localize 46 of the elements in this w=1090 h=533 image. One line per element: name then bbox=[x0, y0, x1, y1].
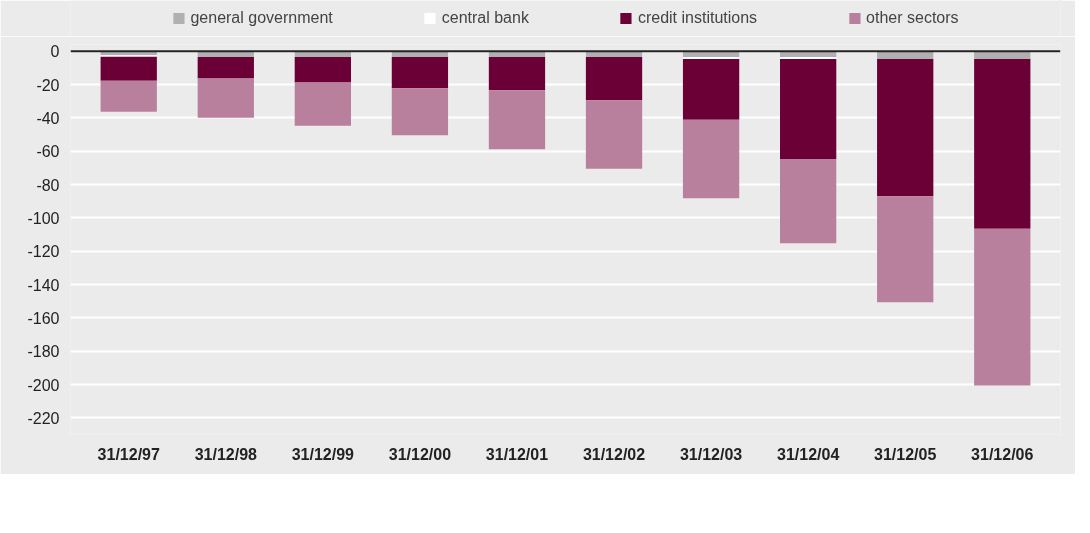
bar bbox=[488, 57, 546, 91]
y-tick-label: -40 bbox=[36, 109, 60, 127]
x-tick-label: 31/12/99 bbox=[291, 445, 355, 463]
y-tick-label: -200 bbox=[27, 376, 60, 394]
bar bbox=[391, 88, 449, 136]
x-tick-label: 31/12/06 bbox=[971, 445, 1034, 463]
y-tick-label: -220 bbox=[27, 409, 60, 427]
bar bbox=[780, 59, 837, 159]
bar bbox=[877, 196, 934, 303]
bar bbox=[585, 100, 643, 169]
bar bbox=[294, 82, 351, 126]
y-tick-label: -120 bbox=[27, 243, 60, 261]
bar bbox=[197, 78, 254, 118]
bar bbox=[682, 119, 740, 199]
y-tick-label: -100 bbox=[27, 209, 60, 227]
bar bbox=[488, 90, 546, 150]
bar bbox=[974, 59, 1031, 229]
legend-label: general government bbox=[190, 9, 333, 27]
x-tick-label: 31/12/97 bbox=[97, 445, 160, 463]
y-tick-label: -60 bbox=[36, 143, 60, 161]
x-tick-label: 31/12/02 bbox=[582, 445, 646, 463]
bar bbox=[197, 57, 254, 79]
bar bbox=[100, 80, 157, 112]
y-tick-label: -180 bbox=[27, 343, 60, 361]
bar bbox=[585, 57, 643, 101]
y-tick-label: -160 bbox=[27, 309, 60, 327]
x-tick-label: 31/12/01 bbox=[485, 445, 549, 463]
legend-label: credit institutions bbox=[637, 9, 758, 27]
bar bbox=[100, 56, 157, 81]
y-tick-label: -80 bbox=[36, 176, 60, 194]
y-tick-label: -140 bbox=[27, 276, 60, 294]
x-tick-label: 31/12/05 bbox=[874, 445, 937, 463]
bar bbox=[682, 59, 740, 120]
bar bbox=[391, 57, 449, 89]
legend-label: other sectors bbox=[866, 9, 959, 27]
x-tick-label: 31/12/00 bbox=[388, 445, 452, 463]
x-tick-label: 31/12/98 bbox=[194, 445, 258, 463]
y-tick-label: 0 bbox=[50, 43, 60, 61]
bar bbox=[877, 59, 934, 197]
x-tick-label: 31/12/03 bbox=[679, 445, 743, 463]
y-tick-label: -20 bbox=[36, 76, 60, 94]
bar bbox=[780, 159, 837, 244]
bar bbox=[974, 228, 1031, 386]
x-tick-label: 31/12/04 bbox=[777, 445, 840, 463]
bar bbox=[294, 57, 351, 83]
legend-label: central bank bbox=[441, 9, 529, 27]
